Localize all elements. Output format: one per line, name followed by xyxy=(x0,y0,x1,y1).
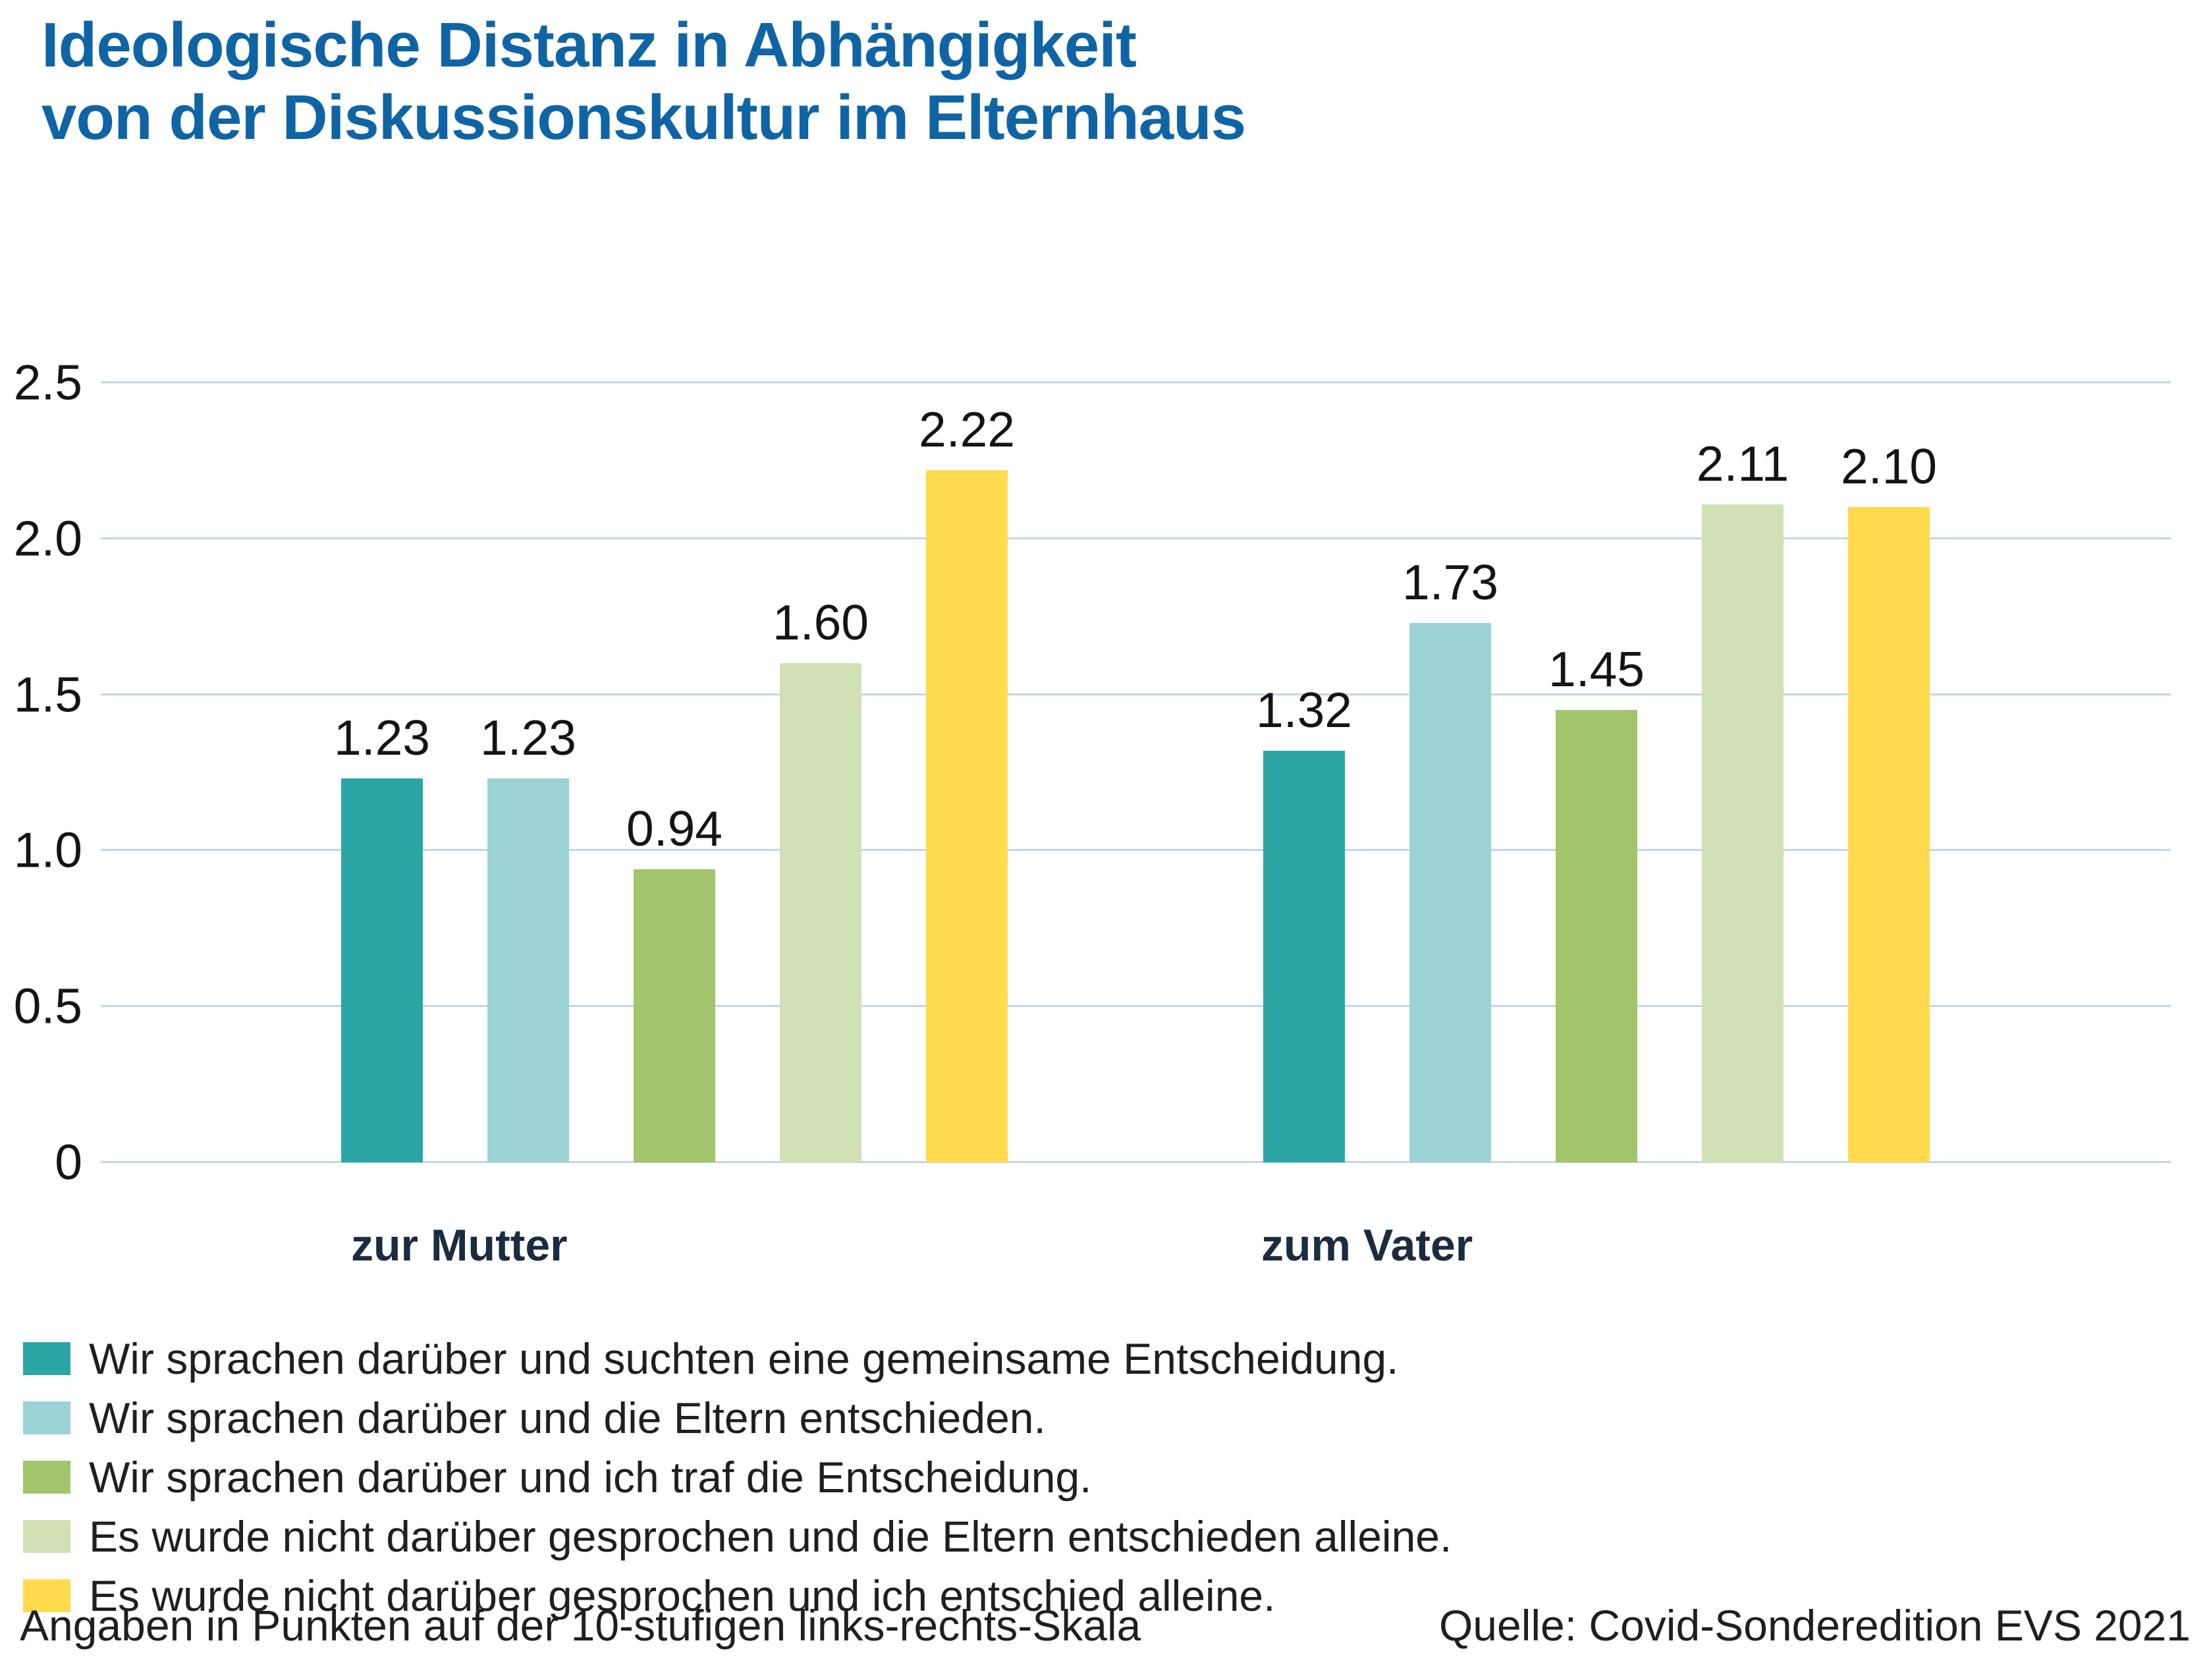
legend-item: Wir sprachen darüber und suchten eine ge… xyxy=(23,1337,1452,1380)
bar xyxy=(341,778,423,1162)
y-axis-tick-label: 1.5 xyxy=(13,666,82,722)
gridline-0.5 xyxy=(101,1005,2171,1008)
page-title-line-2: von der Diskussionskultur im Elternhaus xyxy=(41,82,1246,153)
legend-swatch xyxy=(23,1579,70,1612)
legend-swatch xyxy=(23,1461,70,1494)
page-title: Ideologische Distanz in Abhängigkeit von… xyxy=(41,9,1246,154)
bar-slot: 1.45 xyxy=(1548,383,1645,1162)
bar-chart-plot-area: 0 0.5 1.0 1.5 2.0 2.5 1.23 1.23 0.94 1.60 2.22 zur … xyxy=(14,358,2171,1268)
x-axis-category-label: zur Mutter xyxy=(351,1220,568,1270)
bar-group-zum-vater: 1.32 1.73 1.45 2.11 2.10 xyxy=(1256,383,1937,1162)
bar-slot: 1.23 xyxy=(334,383,430,1162)
bar xyxy=(1848,507,1930,1162)
legend-item: Es wurde nicht darüber gesprochen und ic… xyxy=(23,1574,1452,1617)
bar-value-label: 1.45 xyxy=(1548,641,1645,697)
bar-slot: 2.10 xyxy=(1841,383,1937,1162)
bar-slot: 2.22 xyxy=(919,383,1015,1162)
bar xyxy=(926,470,1008,1162)
bar-value-label: 1.23 xyxy=(480,710,576,766)
bar-value-label: 1.32 xyxy=(1256,682,1352,738)
bar-value-label: 0.94 xyxy=(626,800,723,856)
legend-swatch xyxy=(23,1520,70,1553)
bar-slot: 0.94 xyxy=(626,383,723,1162)
bar-slot: 1.60 xyxy=(773,383,869,1162)
footnote-scale: Angaben in Punkten auf der 10-stufigen l… xyxy=(20,1601,1141,1650)
legend-label: Es wurde nicht darüber gesprochen und di… xyxy=(89,1512,1452,1561)
legend-item: Wir sprachen darüber und ich traf die En… xyxy=(23,1455,1452,1499)
legend-item: Es wurde nicht darüber gesprochen und di… xyxy=(23,1515,1452,1558)
legend-swatch xyxy=(23,1342,70,1375)
bar xyxy=(487,778,569,1162)
gridline-0 xyxy=(101,1161,2171,1163)
bar-value-label: 1.23 xyxy=(334,710,430,766)
bar-slot: 1.32 xyxy=(1256,383,1352,1162)
gridline-2.5 xyxy=(101,381,2171,383)
bar xyxy=(780,663,861,1162)
y-axis-tick-label: 2.5 xyxy=(13,354,82,410)
bar-group-zur-mutter: 1.23 1.23 0.94 1.60 2.22 xyxy=(334,383,1015,1162)
y-axis-tick-label: 2.0 xyxy=(13,510,82,566)
bar-value-label: 1.60 xyxy=(773,595,869,651)
chart-legend: Wir sprachen darüber und suchten eine ge… xyxy=(23,1337,1452,1617)
bar-slot: 1.23 xyxy=(480,383,576,1162)
gridline-2.0 xyxy=(101,537,2171,539)
legend-label: Wir sprachen darüber und ich traf die En… xyxy=(89,1453,1092,1502)
y-axis-tick-label: 0.5 xyxy=(13,978,82,1034)
bar xyxy=(634,869,715,1162)
bar xyxy=(1702,504,1784,1162)
x-axis-category-label: zum Vater xyxy=(1261,1220,1473,1270)
bar-slot: 2.11 xyxy=(1697,383,1789,1162)
legend-label: Wir sprachen darüber und die Eltern ents… xyxy=(89,1394,1046,1442)
bar-value-label: 2.10 xyxy=(1841,439,1937,495)
source-note: Quelle: Covid-Sonderedition EVS 2021 xyxy=(1438,1601,2191,1650)
bar-value-label: 2.22 xyxy=(919,401,1015,457)
bar xyxy=(1556,710,1637,1162)
y-axis-tick-label: 1.0 xyxy=(13,822,82,878)
chart-footer: Angaben in Punkten auf der 10-stufigen l… xyxy=(20,1604,2191,1647)
bar-slot: 1.73 xyxy=(1402,383,1498,1162)
bar-value-label: 2.11 xyxy=(1696,435,1789,491)
legend-swatch xyxy=(23,1401,70,1434)
bar-value-label: 1.73 xyxy=(1402,554,1498,610)
page-title-line-1: Ideologische Distanz in Abhängigkeit xyxy=(41,10,1137,80)
legend-label: Wir sprachen darüber und suchten eine ge… xyxy=(89,1334,1399,1383)
bar xyxy=(1409,622,1491,1162)
y-axis-tick-label: 0 xyxy=(55,1134,82,1190)
gridline-1.0 xyxy=(101,849,2171,852)
legend-label: Es wurde nicht darüber gesprochen und ic… xyxy=(89,1571,1276,1620)
gridline-1.5 xyxy=(101,693,2171,695)
bar xyxy=(1263,750,1345,1162)
legend-item: Wir sprachen darüber und die Eltern ents… xyxy=(23,1396,1452,1440)
